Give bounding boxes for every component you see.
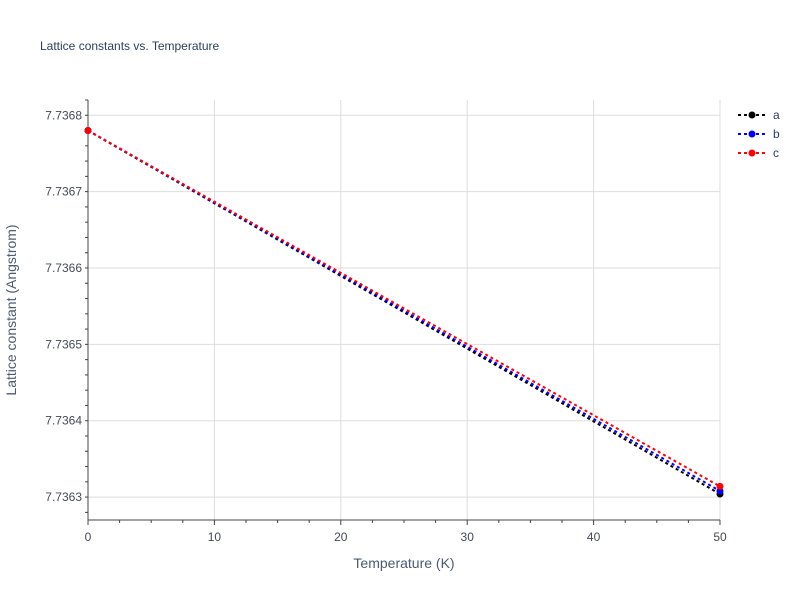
y-axis-title: Lattice constant (Angstrom) <box>3 224 19 395</box>
y-tick-label: 7.7365 <box>45 337 82 351</box>
x-ticks: 0 10 20 30 40 50 <box>85 520 727 544</box>
y-tick-label: 7.7364 <box>45 414 82 428</box>
x-gridlines <box>213 100 721 520</box>
legend-swatch-marker <box>748 130 756 138</box>
legend[interactable]: abc <box>738 108 780 160</box>
x-tick-label: 40 <box>587 530 601 544</box>
x-tick-label: 50 <box>713 530 727 544</box>
data-point-c <box>716 482 724 490</box>
x-tick-label: 0 <box>85 530 92 544</box>
y-tick-label: 7.7368 <box>45 108 82 122</box>
data-point-c <box>84 127 92 135</box>
x-tick-label: 10 <box>208 530 222 544</box>
y-tick-label: 7.7363 <box>45 490 82 504</box>
legend-swatch-marker <box>748 149 756 157</box>
x-tick-label: 20 <box>334 530 348 544</box>
series-c <box>84 127 724 490</box>
y-tick-label: 7.7366 <box>45 261 82 275</box>
legend-item-a[interactable]: a <box>738 108 780 122</box>
x-axis-title: Temperature (K) <box>353 555 454 571</box>
y-ticks: 7.7363 7.7364 7.7365 7.7366 7.7367 7.7368 <box>45 99 88 513</box>
series-layer <box>84 127 724 498</box>
legend-item-b[interactable]: b <box>738 127 780 141</box>
y-tick-label: 7.7367 <box>45 185 82 199</box>
chart-title: Lattice constants vs. Temperature <box>40 39 220 53</box>
x-tick-label: 30 <box>461 530 475 544</box>
legend-item-c[interactable]: c <box>738 146 779 160</box>
legend-label: b <box>773 127 780 141</box>
legend-label: c <box>773 146 779 160</box>
series-line-c <box>87 129 721 488</box>
legend-label: a <box>773 108 780 122</box>
legend-swatch-marker <box>748 111 756 119</box>
